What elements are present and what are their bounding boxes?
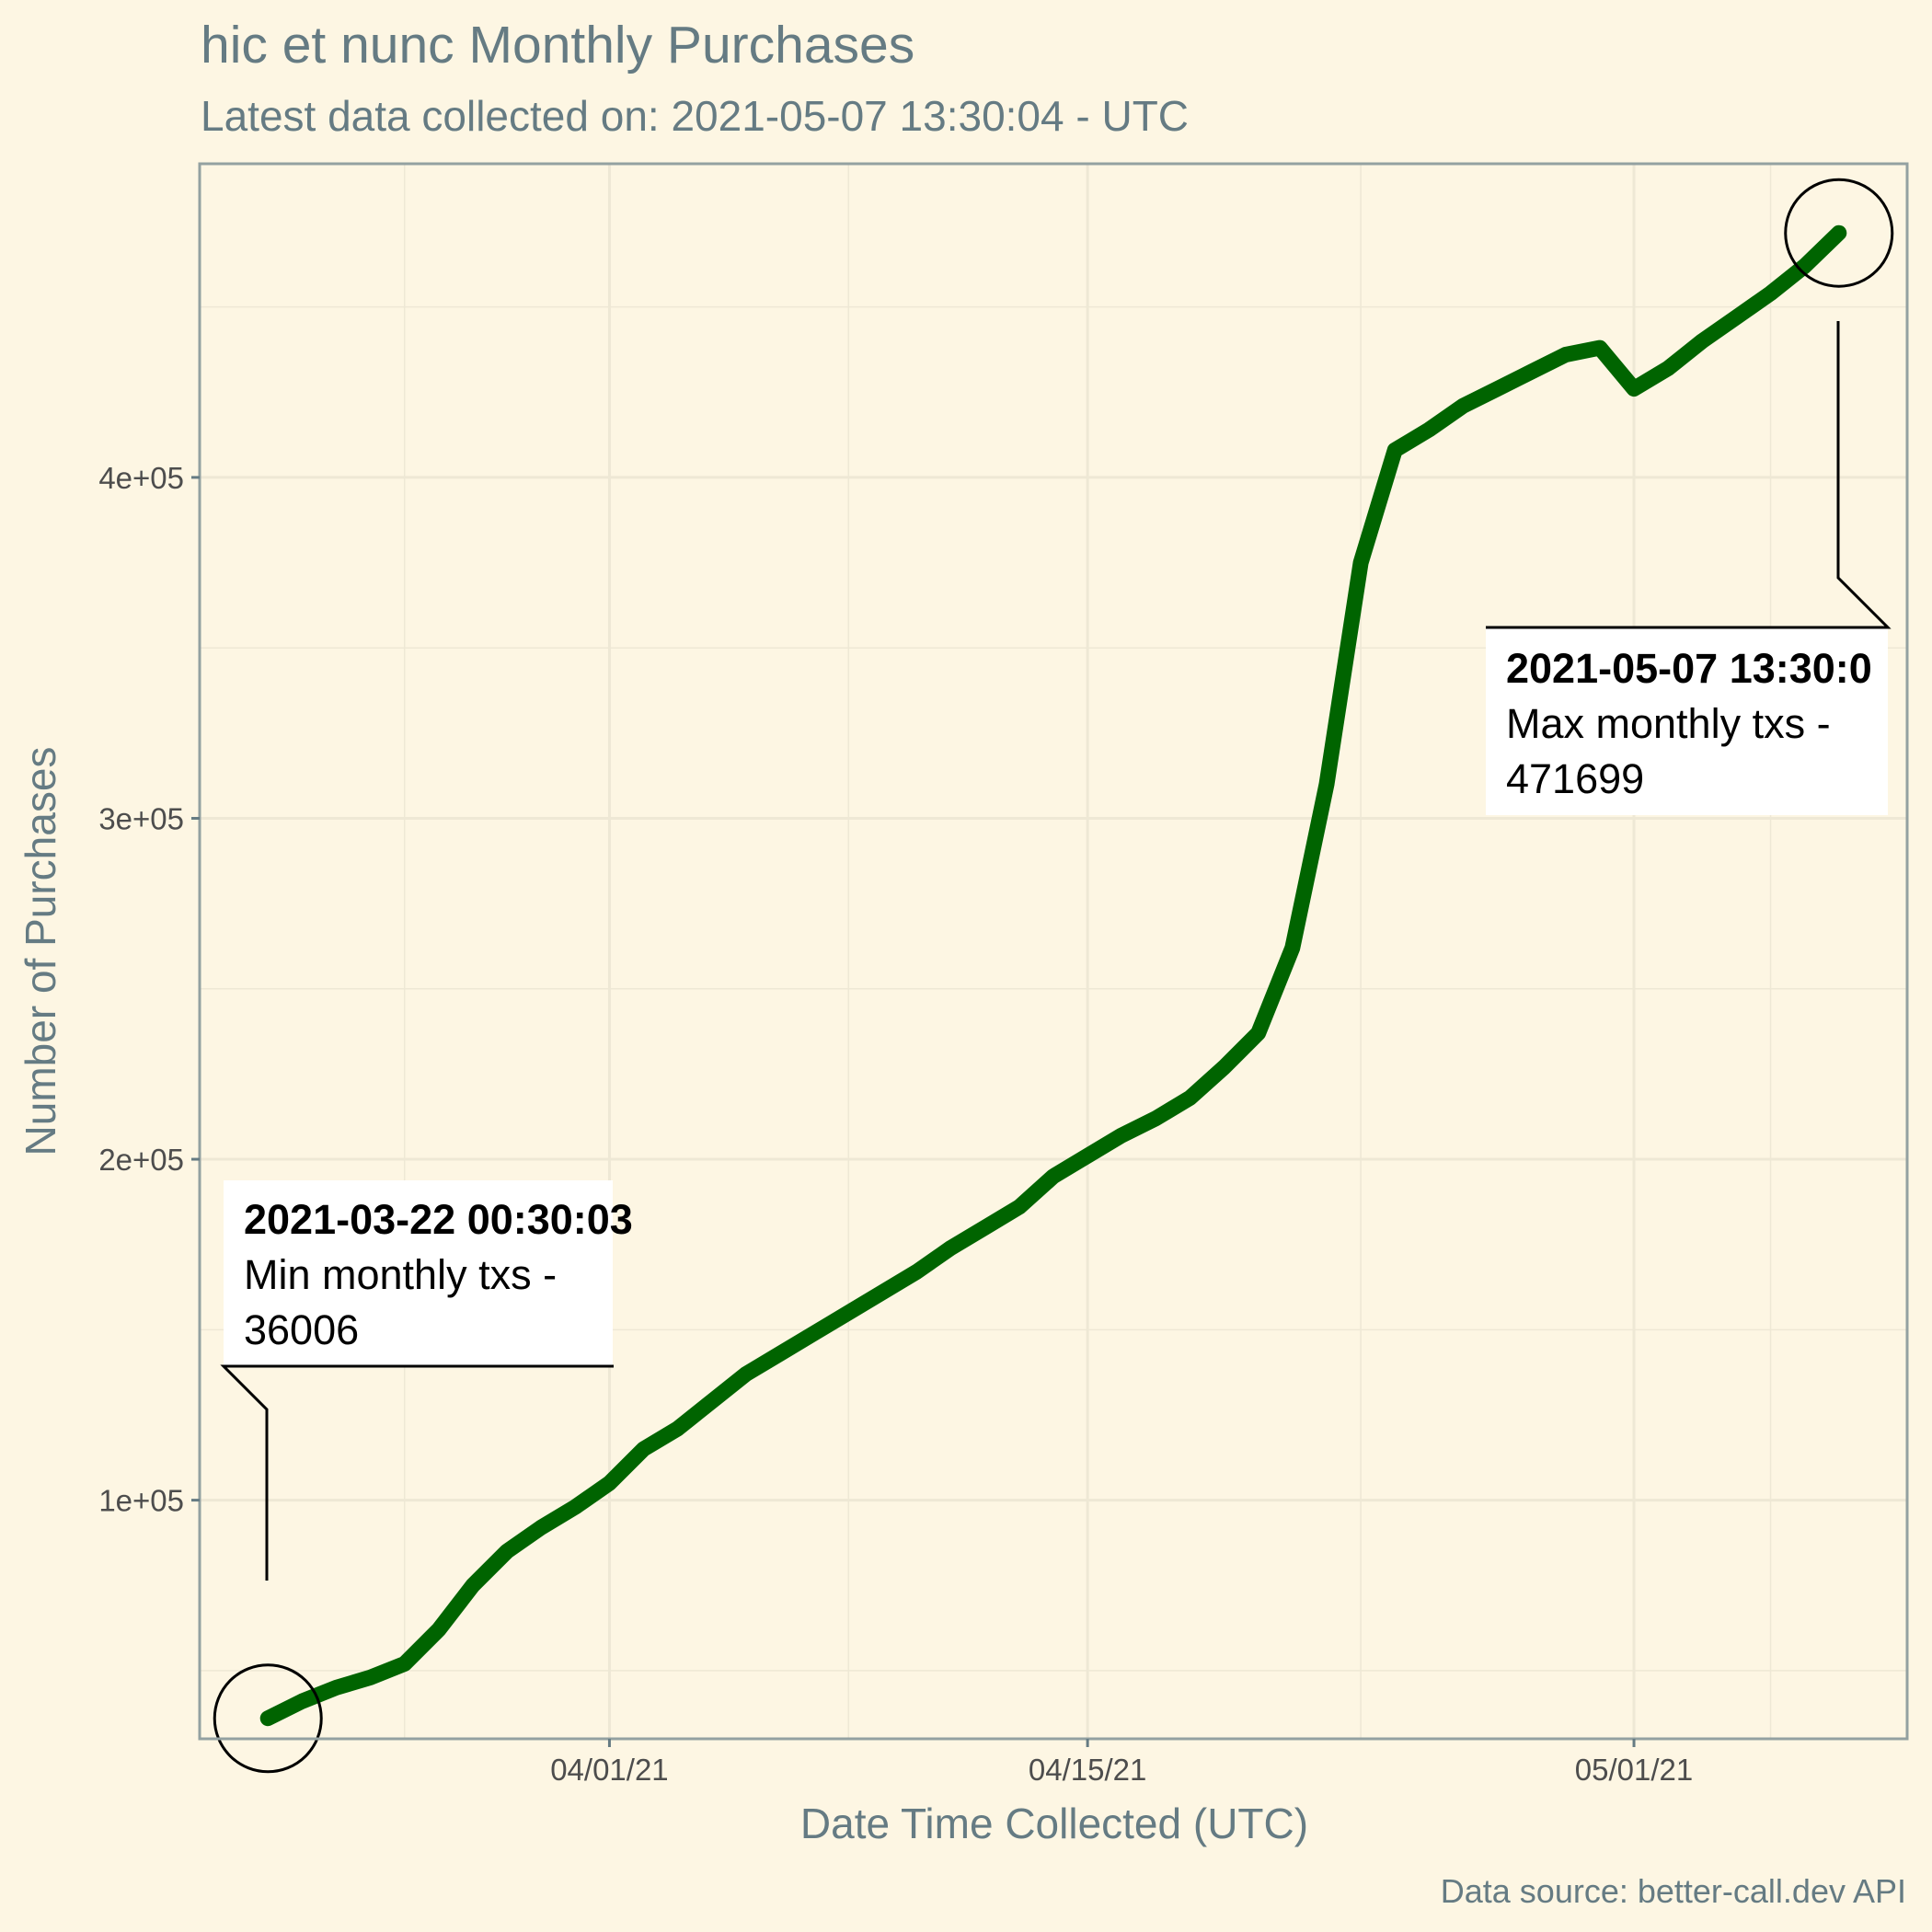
data-point: [1285, 940, 1300, 955]
data-point: [1080, 1148, 1095, 1163]
max-annotation-marker: [1784, 178, 1894, 288]
y-axis-title: Number of Purchases: [17, 747, 64, 1156]
data-point: [1524, 364, 1539, 379]
data-point: [1627, 382, 1641, 397]
data-point: [1490, 382, 1505, 397]
max-annotation-label: 2021-05-07 13:30:0 Max monthly txs - 471…: [1486, 321, 1892, 815]
data-point: [807, 1326, 822, 1340]
min-annotation-text: Min monthly txs -: [244, 1251, 557, 1298]
data-point: [1729, 310, 1743, 325]
data-point: [739, 1366, 753, 1381]
data-point: [500, 1544, 514, 1558]
data-point: [534, 1520, 548, 1535]
data-point: [875, 1285, 890, 1300]
data-point: [1046, 1169, 1061, 1184]
x-tick-label: 05/01/21: [1575, 1753, 1693, 1787]
data-point: [363, 1670, 378, 1685]
data-point: [397, 1656, 412, 1671]
x-axis-title: Date Time Collected (UTC): [800, 1800, 1308, 1847]
data-point: [1455, 398, 1470, 413]
data-point: [1593, 340, 1607, 355]
x-tick-label: 04/15/21: [1029, 1753, 1146, 1787]
min-annotation-date: 2021-03-22 00:30:03: [244, 1196, 633, 1243]
min-highlight-circle: [213, 1663, 323, 1774]
y-tick-label: 3e+05: [98, 801, 184, 835]
data-point: [910, 1264, 925, 1279]
data-point: [1012, 1200, 1027, 1214]
max-annotation-date: 2021-05-07 13:30:0: [1506, 645, 1872, 692]
data-point: [1353, 556, 1368, 570]
data-point: [1217, 1060, 1232, 1075]
data-point: [1764, 286, 1778, 301]
data-point: [1832, 225, 1846, 240]
x-axis-ticks: 04/01/21 04/15/21 05/01/21: [550, 1739, 1693, 1787]
data-point: [260, 1711, 275, 1726]
y-axis-ticks: 1e+05 2e+05 3e+05 4e+05: [98, 461, 200, 1518]
data-point: [1421, 422, 1436, 437]
data-point: [431, 1622, 446, 1637]
y-tick-label: 4e+05: [98, 461, 184, 495]
chart-title: hic et nunc Monthly Purchases: [201, 16, 914, 75]
data-point: [705, 1394, 719, 1409]
data-point: [841, 1305, 856, 1320]
y-tick-label: 1e+05: [98, 1484, 184, 1518]
data-point: [1114, 1128, 1129, 1143]
data-point: [328, 1680, 343, 1695]
min-annotation-box: [224, 1180, 613, 1366]
data-point: [1148, 1111, 1163, 1126]
max-annotation-text: Max monthly txs -: [1506, 700, 1831, 747]
data-point: [1319, 776, 1334, 791]
max-annotation-value: 471699: [1506, 755, 1644, 802]
max-highlight-circle: [1784, 178, 1894, 288]
y-tick-label: 2e+05: [98, 1143, 184, 1177]
series-group: [259, 224, 1847, 1727]
max-annotation-box: [1486, 627, 1888, 815]
data-point: [773, 1346, 788, 1361]
data-point: [978, 1220, 993, 1235]
min-annotation-label: 2021-03-22 00:30:03 Min monthly txs - 36…: [220, 1180, 633, 1581]
data-point: [294, 1694, 309, 1708]
max-annotation-connector: [1486, 321, 1892, 629]
chart-subtitle: Latest data collected on: 2021-05-07 13:…: [201, 92, 1189, 140]
data-point: [568, 1500, 582, 1514]
data-point: [1695, 334, 1709, 349]
data-point: [944, 1240, 959, 1255]
data-point: [671, 1421, 685, 1436]
data-point: [602, 1476, 616, 1490]
min-annotation-connector: [220, 1364, 614, 1581]
panel-border: [198, 162, 1909, 1741]
x-tick-label: 04/01/21: [550, 1753, 668, 1787]
data-point: [1251, 1026, 1266, 1041]
caption: Data source: better-call.dev API: [1441, 1872, 1906, 1910]
min-annotation-marker: [213, 1663, 323, 1774]
data-point: [1387, 443, 1402, 457]
min-annotation-value: 36006: [244, 1306, 359, 1353]
data-point: [1661, 361, 1675, 375]
data-point: [637, 1442, 651, 1456]
data-point: [466, 1578, 480, 1593]
data-point: [1182, 1090, 1197, 1105]
data-point: [1558, 348, 1573, 362]
